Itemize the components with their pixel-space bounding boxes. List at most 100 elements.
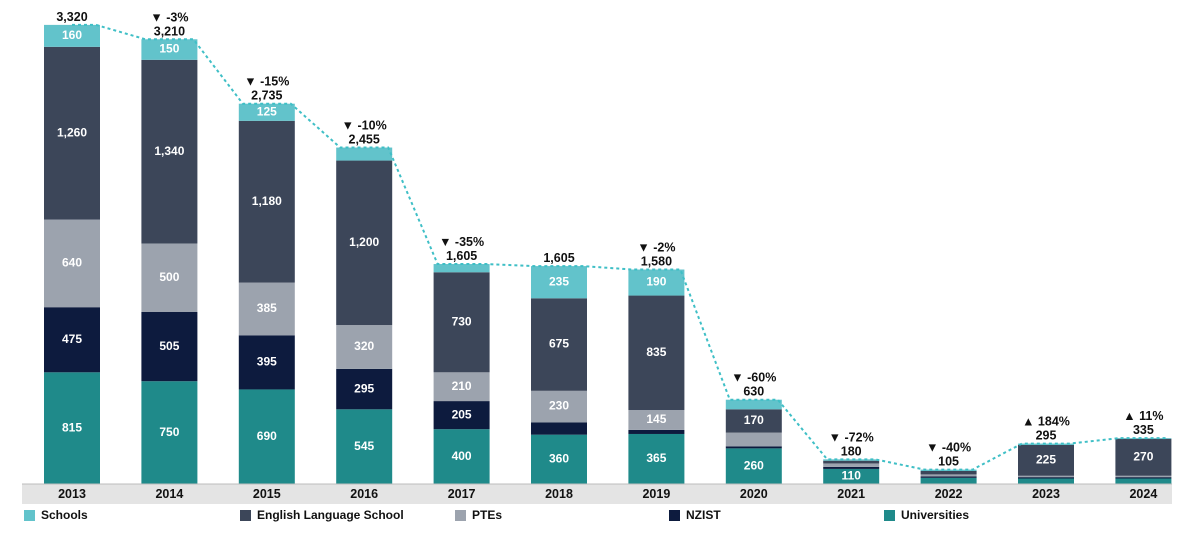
bar-segment-english-language-school-2024 <box>1115 438 1172 476</box>
bar-segment-schools-2023 <box>1018 443 1074 445</box>
segment-value-label: 270 <box>1133 449 1153 463</box>
x-axis: 2013 2014 2015 2016 2017 2018 2019 2020 2021 2022… <box>22 483 1172 504</box>
bar-segment-english-language-school-2022 <box>920 470 977 475</box>
x-tick-label: 2015 <box>253 487 281 501</box>
bar-segment-universities-2016 <box>336 409 393 484</box>
yoy-change-label: ▼ -35% <box>439 235 484 249</box>
segment-value-label: 1,200 <box>349 235 379 249</box>
segment-value-label: 500 <box>159 270 179 284</box>
bar-segment-nzist-2018 <box>531 422 587 435</box>
trend-line-group <box>72 23 1168 471</box>
bar-segment-schools-2018 <box>531 266 587 299</box>
legend-label: PTEs <box>472 508 502 522</box>
bar-segment-english-language-school-2021 <box>823 460 880 464</box>
bar-segment-universities-2013 <box>44 372 100 484</box>
x-tick-label: 2022 <box>935 487 963 501</box>
total-value-label: 295 <box>1036 429 1057 443</box>
bar-segment-ptes-2018 <box>531 390 587 423</box>
segment-value-label: 365 <box>646 451 666 465</box>
bar-segment-schools-2019 <box>628 269 685 296</box>
total-value-label: 1,580 <box>641 255 672 269</box>
x-tick-label: 2023 <box>1032 487 1060 501</box>
total-value-label: 1,605 <box>446 249 477 263</box>
total-value-label: 3,210 <box>154 24 185 38</box>
segment-value-label: 545 <box>354 439 374 453</box>
bar-segment-nzist-2014 <box>141 312 198 382</box>
segment-value-label: 835 <box>646 345 666 359</box>
bar-segment-universities-2022 <box>920 477 977 484</box>
legend-swatch <box>669 510 680 521</box>
bar-segment-english-language-school-2014 <box>141 59 198 244</box>
segment-value-label: 395 <box>257 355 277 369</box>
segment-value-label: 235 <box>549 274 569 288</box>
x-tick-label: 2016 <box>350 487 378 501</box>
total-value-label: 2,735 <box>251 89 282 103</box>
legend-label: Schools <box>41 508 88 522</box>
bar-segment-universities-2019 <box>628 433 685 484</box>
bar-segment-ptes-2013 <box>44 219 100 308</box>
segment-value-label: 400 <box>452 449 472 463</box>
bar-segment-ptes-2020 <box>725 432 782 447</box>
total-value-label: 2,455 <box>349 133 380 147</box>
bar-segment-nzist-2024 <box>1115 477 1172 479</box>
x-tick-label: 2021 <box>837 487 865 501</box>
bar-segment-english-language-school-2016 <box>336 160 393 326</box>
x-tick-label: 2024 <box>1129 487 1157 501</box>
bar-segment-schools-2016 <box>336 147 393 161</box>
bar-segment-ptes-2015 <box>238 282 295 336</box>
legend-label: NZIST <box>686 508 721 522</box>
bar-segment-ptes-2016 <box>336 325 393 369</box>
x-axis-band <box>22 484 1172 504</box>
bar-segment-universities-2017 <box>433 429 490 484</box>
segment-value-label: 675 <box>549 337 569 351</box>
bar-segment-schools-2015 <box>238 103 295 121</box>
bar-segment-ptes-2022 <box>920 474 977 477</box>
yoy-change-label: ▲ 11% <box>1123 409 1163 423</box>
total-value-label: 3,320 <box>56 10 87 24</box>
x-tick-label: 2013 <box>58 487 86 501</box>
segment-value-label: 815 <box>62 420 82 434</box>
segment-value-label: 385 <box>257 301 277 315</box>
bar-segment-schools-2017 <box>433 264 490 273</box>
bar-segment-schools-2014 <box>141 39 198 60</box>
bar-segment-nzist-2020 <box>725 446 782 449</box>
bar-segment-nzist-2017 <box>433 401 490 430</box>
segment-value-label: 225 <box>1036 453 1056 467</box>
segment-value-label: 160 <box>62 28 82 42</box>
total-value-label: 335 <box>1133 423 1154 437</box>
x-tick-label: 2019 <box>642 487 670 501</box>
bar-segment-ptes-2014 <box>141 243 198 313</box>
total-label-group: 3,320 3,210▼ -3% 2,735▼ -15% 2,455▼ -10% 1,6… <box>56 10 1163 469</box>
x-tick-label: 2014 <box>155 487 183 501</box>
bar-segment-nzist-2022 <box>920 476 977 478</box>
bar-segment-nzist-2021 <box>823 466 880 469</box>
yoy-change-label: ▼ -40% <box>926 441 971 455</box>
segment-value-label: 730 <box>452 314 472 328</box>
yoy-change-label: ▼ -10% <box>342 119 387 133</box>
bar-segment-english-language-school-2020 <box>725 409 782 433</box>
bar-segment-nzist-2023 <box>1018 477 1074 479</box>
bar-segment-english-language-school-2013 <box>44 46 100 220</box>
segment-value-label: 475 <box>62 332 82 346</box>
total-value-label: 630 <box>743 385 764 399</box>
bar-segment-ptes-2021 <box>823 463 880 467</box>
bar-segment-ptes-2024 <box>1115 475 1172 478</box>
segment-value-label: 260 <box>744 458 764 472</box>
bar-segment-schools-2020 <box>725 399 782 410</box>
segment-value-label: 690 <box>257 429 277 443</box>
yoy-change-label: ▼ -15% <box>244 75 289 89</box>
yoy-change-label: ▼ -72% <box>829 430 874 444</box>
total-value-label: 180 <box>841 444 862 458</box>
bar-segment-universities-2021 <box>823 468 880 484</box>
bar-segment-english-language-school-2019 <box>628 295 685 410</box>
bar-segment-nzist-2015 <box>238 335 295 390</box>
bar-segment-universities-2015 <box>238 389 295 484</box>
segment-value-label: 230 <box>549 399 569 413</box>
segment-value-label: 205 <box>452 407 472 421</box>
segment-value-label: 750 <box>159 425 179 439</box>
legend-label: Universities <box>901 508 969 522</box>
bar-segment-schools-2021 <box>823 459 880 461</box>
segment-value-label: 1,180 <box>252 194 282 208</box>
